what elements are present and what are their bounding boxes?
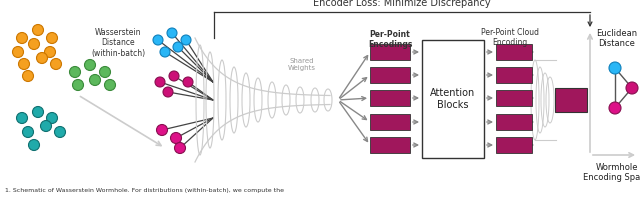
Circle shape (72, 79, 83, 90)
Circle shape (29, 38, 40, 49)
Bar (555, 88, 587, 112)
Text: Per-Point
Encodings: Per-Point Encodings (368, 30, 412, 49)
Text: Attention
Blocks: Attention Blocks (430, 88, 476, 110)
Circle shape (47, 32, 58, 44)
Circle shape (45, 46, 56, 58)
Bar (370, 90, 410, 106)
Bar (370, 67, 410, 83)
Circle shape (29, 140, 40, 150)
Circle shape (54, 127, 65, 138)
Circle shape (99, 66, 111, 77)
Bar (370, 137, 410, 153)
Text: Wasserstein
Distance
(within-batch): Wasserstein Distance (within-batch) (91, 28, 145, 58)
Circle shape (157, 124, 168, 136)
Circle shape (626, 82, 638, 94)
Circle shape (181, 35, 191, 45)
Circle shape (13, 46, 24, 58)
Circle shape (155, 77, 165, 87)
Text: Euclidean
Distance: Euclidean Distance (596, 29, 637, 48)
Circle shape (84, 60, 95, 71)
Circle shape (104, 79, 115, 90)
Circle shape (167, 28, 177, 38)
Circle shape (183, 77, 193, 87)
Bar (496, 90, 532, 106)
Bar (370, 114, 410, 130)
Circle shape (36, 52, 47, 64)
Bar (496, 114, 532, 130)
Text: Shared
Weights: Shared Weights (288, 58, 316, 71)
Bar (496, 67, 532, 83)
Circle shape (173, 42, 183, 52)
Circle shape (163, 87, 173, 97)
Text: 1. Schematic of Wasserstein Wormhole. For distributions (within-batch), we compu: 1. Schematic of Wasserstein Wormhole. Fo… (5, 188, 284, 193)
Circle shape (51, 58, 61, 70)
Circle shape (70, 66, 81, 77)
Circle shape (19, 58, 29, 70)
Circle shape (22, 127, 33, 138)
Circle shape (169, 71, 179, 81)
Circle shape (160, 47, 170, 57)
Circle shape (47, 112, 58, 123)
Circle shape (33, 106, 44, 117)
Circle shape (609, 62, 621, 74)
Circle shape (17, 32, 28, 44)
Circle shape (40, 120, 51, 132)
Circle shape (17, 112, 28, 123)
Circle shape (175, 142, 186, 154)
Circle shape (609, 102, 621, 114)
Bar (496, 137, 532, 153)
Circle shape (90, 74, 100, 86)
Text: Wormhole
Encoding Space: Wormhole Encoding Space (584, 163, 640, 182)
Circle shape (22, 71, 33, 82)
Circle shape (153, 35, 163, 45)
Bar (370, 44, 410, 60)
Circle shape (170, 132, 182, 144)
Bar (496, 44, 532, 60)
Circle shape (33, 24, 44, 36)
Text: Per-Point Cloud
Encoding: Per-Point Cloud Encoding (481, 28, 539, 47)
Bar (422, 40, 484, 158)
Text: Encoder Loss: Minimize Discrepancy: Encoder Loss: Minimize Discrepancy (313, 0, 491, 8)
